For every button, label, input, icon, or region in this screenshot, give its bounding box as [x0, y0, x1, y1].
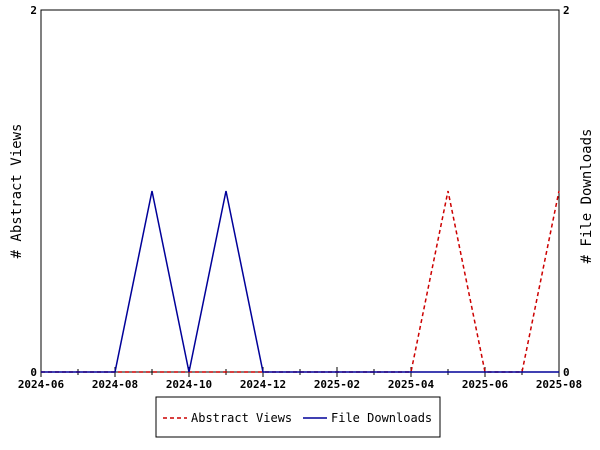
series-line-file-downloads	[41, 190, 559, 373]
legend-box	[155, 396, 441, 438]
y-axis-title-left: # Abstract Views	[9, 124, 25, 259]
legend: Abstract Views File Downloads	[155, 396, 441, 438]
x-tick-label-2024-08: 2024-08	[92, 378, 138, 391]
x-tick-label-2024-12: 2024-12	[240, 378, 286, 391]
y-tick-label-right-0: 0	[563, 366, 570, 379]
y-tick-label-right-2: 2	[563, 4, 570, 17]
x-axis-tick-labels: 2024-06 2024-08 2024-10 2024-12 2025-02 2025-…	[18, 378, 582, 391]
x-tick-label-2025-02: 2025-02	[314, 378, 360, 391]
legend-label-file-downloads: File Downloads	[331, 411, 432, 425]
y-tick-label-left-2: 2	[30, 4, 37, 17]
x-tick-label-2024-06: 2024-06	[18, 378, 65, 391]
x-tick-label-2025-06: 2025-06	[462, 378, 509, 391]
series-lines	[41, 190, 560, 373]
legend-label-abstract-views: Abstract Views	[191, 411, 292, 425]
plot-area	[40, 9, 560, 373]
y-axis-title-right: # File Downloads	[579, 129, 595, 264]
x-tick-label-2025-04: 2025-04	[388, 378, 435, 391]
x-tick-label-2024-10: 2024-10	[166, 378, 212, 391]
x-tick-label-2025-08: 2025-08	[536, 378, 582, 391]
y-tick-label-left-0: 0	[30, 366, 37, 379]
